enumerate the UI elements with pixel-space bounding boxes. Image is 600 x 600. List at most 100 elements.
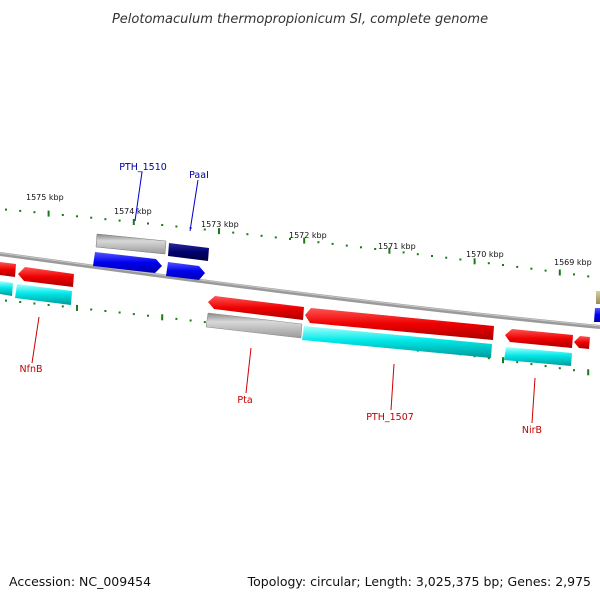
scale-tick-inner <box>19 301 22 303</box>
red-gene-nirb[interactable] <box>505 329 573 348</box>
label-paai[interactable]: PaaI <box>189 170 209 181</box>
blue-feature-edge[interactable] <box>594 308 600 322</box>
scale-tick-outer <box>445 256 448 259</box>
leader-line-pta <box>245 347 252 394</box>
scale-tick-inner <box>104 310 107 312</box>
olive-feature-edge[interactable] <box>596 291 600 304</box>
scale-tick-outer <box>118 219 121 222</box>
scale-label: 1569 kbp <box>554 258 592 267</box>
scale-tick-outer <box>203 228 206 231</box>
leader-line-nfnb <box>31 316 40 364</box>
scale-tick-inner <box>90 308 93 311</box>
cyan-gene-nfnb[interactable] <box>15 284 72 305</box>
scale-tick-inner <box>175 317 178 320</box>
scale-tick-outer <box>19 209 22 212</box>
cyan-gene-pth-1507[interactable] <box>302 326 492 358</box>
label-pta[interactable]: Pta <box>237 395 252 406</box>
scale-tick-inner <box>487 357 490 360</box>
map-title: Pelotomaculum thermopropionicum SI, comp… <box>112 12 488 27</box>
scale-tick-inner <box>61 305 64 308</box>
scale-tick-inner <box>203 321 206 324</box>
scale-tick-outer <box>90 216 93 219</box>
scale-tick-outer <box>132 219 135 225</box>
scale-tick-inner <box>118 311 121 314</box>
cyan-gene-nirb[interactable] <box>504 347 572 366</box>
scale-label: 1571 kbp <box>378 242 416 251</box>
leader-line-paai <box>189 179 199 232</box>
blue-gene-small[interactable] <box>166 262 205 280</box>
scale-tick-outer <box>388 247 391 254</box>
scale-labels: 1575 kbp 1574 kbp 1573 kbp 1572 kbp 1571… <box>26 193 592 267</box>
red-gene-edge-left[interactable] <box>0 262 16 277</box>
leader-line-pth-1507 <box>390 363 395 411</box>
scale-tick-outer <box>289 238 291 240</box>
genome-backbone-highlight <box>0 252 600 327</box>
scale-tick-outer <box>431 255 433 257</box>
leader-line-nirb <box>531 377 536 424</box>
accession-text: Accession: NC_009454 <box>9 574 151 589</box>
scale-tick-inner <box>189 319 192 322</box>
scale-tick-outer <box>260 234 263 237</box>
scale-tick-outer <box>274 236 277 239</box>
label-nfnb[interactable]: NfnB <box>20 364 43 375</box>
genome-backbone <box>0 252 600 329</box>
gray-feature-top[interactable] <box>95 233 167 255</box>
scale-tick-outer <box>587 275 590 278</box>
scale-tick-outer <box>104 218 107 221</box>
scale-tick-outer <box>459 258 462 261</box>
scale-label: 1574 kbp <box>114 207 152 216</box>
scale-tick-inner <box>516 361 519 364</box>
scale-tick-outer <box>331 242 334 245</box>
scale-tick-outer <box>530 267 533 270</box>
scale-tick-outer <box>416 253 419 256</box>
red-gene-pta[interactable] <box>208 296 304 320</box>
scale-tick-inner <box>544 365 547 368</box>
scale-label: 1573 kbp <box>201 220 239 229</box>
red-gene-small-right[interactable] <box>574 336 590 349</box>
dark-gene-paai[interactable] <box>168 243 209 261</box>
scale-tick-outer <box>558 269 561 276</box>
scale-label: 1570 kbp <box>466 250 504 259</box>
scale-tick-outer <box>360 246 362 249</box>
scale-tick-outer <box>47 210 50 217</box>
scale-tick-outer <box>473 258 476 265</box>
scale-tick-inner <box>147 314 149 317</box>
cyan-gene-edge-left[interactable] <box>0 281 13 296</box>
scale-tick-outer <box>303 237 306 244</box>
scale-tick-outer <box>76 215 78 218</box>
red-gene-pth-1507[interactable] <box>305 308 494 340</box>
scale-tick-outer <box>544 269 547 272</box>
label-pth-1510[interactable]: PTH_1510 <box>119 162 167 173</box>
scale-tick-inner <box>587 369 590 376</box>
scale-tick-outer <box>402 251 405 254</box>
gray-feature-pta[interactable] <box>205 312 303 339</box>
scale-tick-inner <box>502 357 504 364</box>
scale-tick-outer <box>487 262 490 265</box>
scale-tick-outer <box>5 208 7 211</box>
label-nirb[interactable]: NirB <box>522 425 542 436</box>
scale-tick-inner <box>76 304 78 311</box>
scale-tick-outer <box>246 233 249 236</box>
scale-label: 1572 kbp <box>289 231 327 240</box>
scale-tick-inner <box>558 367 561 370</box>
scale-tick-inner <box>161 314 164 321</box>
scale-label: 1575 kbp <box>26 193 64 202</box>
scale-tick-outer <box>516 265 519 268</box>
blue-gene-pth-1510[interactable] <box>93 252 162 273</box>
scale-tick-outer <box>374 248 377 250</box>
scale-tick-inner <box>573 369 575 372</box>
scale-tick-outer <box>161 224 164 226</box>
scale-tick-outer <box>61 214 64 216</box>
scale-tick-outer <box>317 241 320 244</box>
scale-tick-inner <box>47 304 50 306</box>
scale-tick-outer <box>147 222 149 225</box>
leader-line-pth-1510 <box>134 171 143 222</box>
scale-tick-outer <box>345 244 348 247</box>
genome-summary: Topology: circular; Length: 3,025,375 bp… <box>247 574 591 589</box>
scale-ticks-outer <box>5 208 590 278</box>
scale-tick-inner <box>530 363 533 366</box>
label-pth-1507[interactable]: PTH_1507 <box>366 412 414 423</box>
scale-tick-outer <box>573 273 575 276</box>
red-gene-nfnb[interactable] <box>18 267 74 287</box>
